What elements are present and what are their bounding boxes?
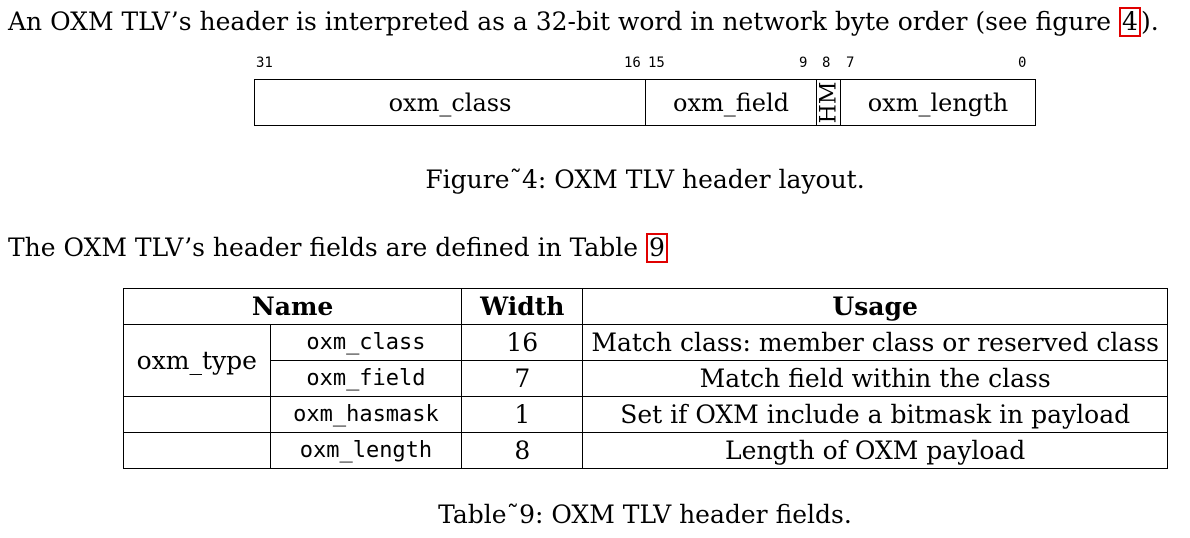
- bit-label-9: 9: [799, 55, 808, 71]
- field-usage-cell: Match field within the class: [582, 360, 1168, 397]
- table-intro-paragraph: The OXM TLV’s header fields are defined …: [8, 232, 668, 264]
- field-oxm-field-box: oxm_field: [645, 79, 816, 126]
- intro-text-end: ).: [1140, 7, 1159, 36]
- field-usage-cell: Length of OXM payload: [582, 432, 1168, 469]
- table-row: oxm_type oxm_class 16 Match class: membe…: [123, 324, 1168, 397]
- field-hasmask-label: HM: [816, 81, 840, 124]
- bit-label-31: 31: [256, 55, 273, 71]
- field-oxm-field-label: oxm_field: [673, 88, 789, 117]
- table-row: oxm_length 8 Length of OXM payload: [123, 432, 1168, 469]
- field-oxm-length-label: oxm_length: [867, 88, 1009, 117]
- field-usage-cell: Set if OXM include a bitmask in payload: [582, 396, 1168, 433]
- col-header-name: Name: [122, 288, 463, 325]
- table-row: oxm_hasmask 1 Set if OXM include a bitma…: [123, 396, 1168, 433]
- bit-label-8: 8: [822, 55, 831, 71]
- field-width-cell: 8: [461, 432, 584, 469]
- field-name-cell: oxm_field: [269, 360, 463, 397]
- empty-group-cell: [123, 396, 271, 433]
- bit-label-0: 0: [1018, 55, 1027, 71]
- field-name-cell: oxm_length: [269, 432, 463, 469]
- bit-label-7: 7: [846, 55, 855, 71]
- bit-label-16: 16: [624, 55, 641, 71]
- col-header-usage: Usage: [582, 288, 1168, 325]
- group-label-cell: oxm_type: [123, 324, 271, 397]
- field-width-cell: 1: [461, 396, 584, 433]
- field-name-cell: oxm_class: [269, 324, 463, 361]
- field-oxm-class-box: oxm_class: [254, 79, 645, 126]
- field-width-cell: 7: [461, 360, 584, 397]
- table-row: oxm_field 7 Match field within the class: [124, 360, 1168, 397]
- col-header-width: Width: [461, 288, 584, 325]
- header-fields-table: Name Width Usage oxm_type oxm_class 16 M…: [122, 288, 1168, 469]
- field-name-cell: oxm_hasmask: [269, 396, 463, 433]
- table-caption: Table˜9: OXM TLV header fields.: [438, 500, 852, 529]
- figure-caption: Figure˜4: OXM TLV header layout.: [425, 165, 865, 194]
- field-usage-cell: Match class: member class or reserved cl…: [582, 324, 1168, 361]
- table-reference-link[interactable]: 9: [646, 233, 668, 263]
- bit-label-15: 15: [648, 55, 665, 71]
- field-hasmask-box: HM: [816, 79, 840, 126]
- field-width-cell: 16: [461, 324, 584, 361]
- table-intro-text: The OXM TLV’s header fields are defined …: [8, 233, 647, 262]
- intro-paragraph: An OXM TLV’s header is interpreted as a …: [8, 6, 1159, 38]
- empty-group-cell: [123, 432, 271, 469]
- field-oxm-class-label: oxm_class: [388, 88, 512, 117]
- field-oxm-length-box: oxm_length: [840, 79, 1036, 126]
- figure-reference-link[interactable]: 4: [1119, 7, 1141, 37]
- intro-text: An OXM TLV’s header is interpreted as a …: [8, 7, 1120, 36]
- table-header-row: Name Width Usage: [122, 288, 1168, 325]
